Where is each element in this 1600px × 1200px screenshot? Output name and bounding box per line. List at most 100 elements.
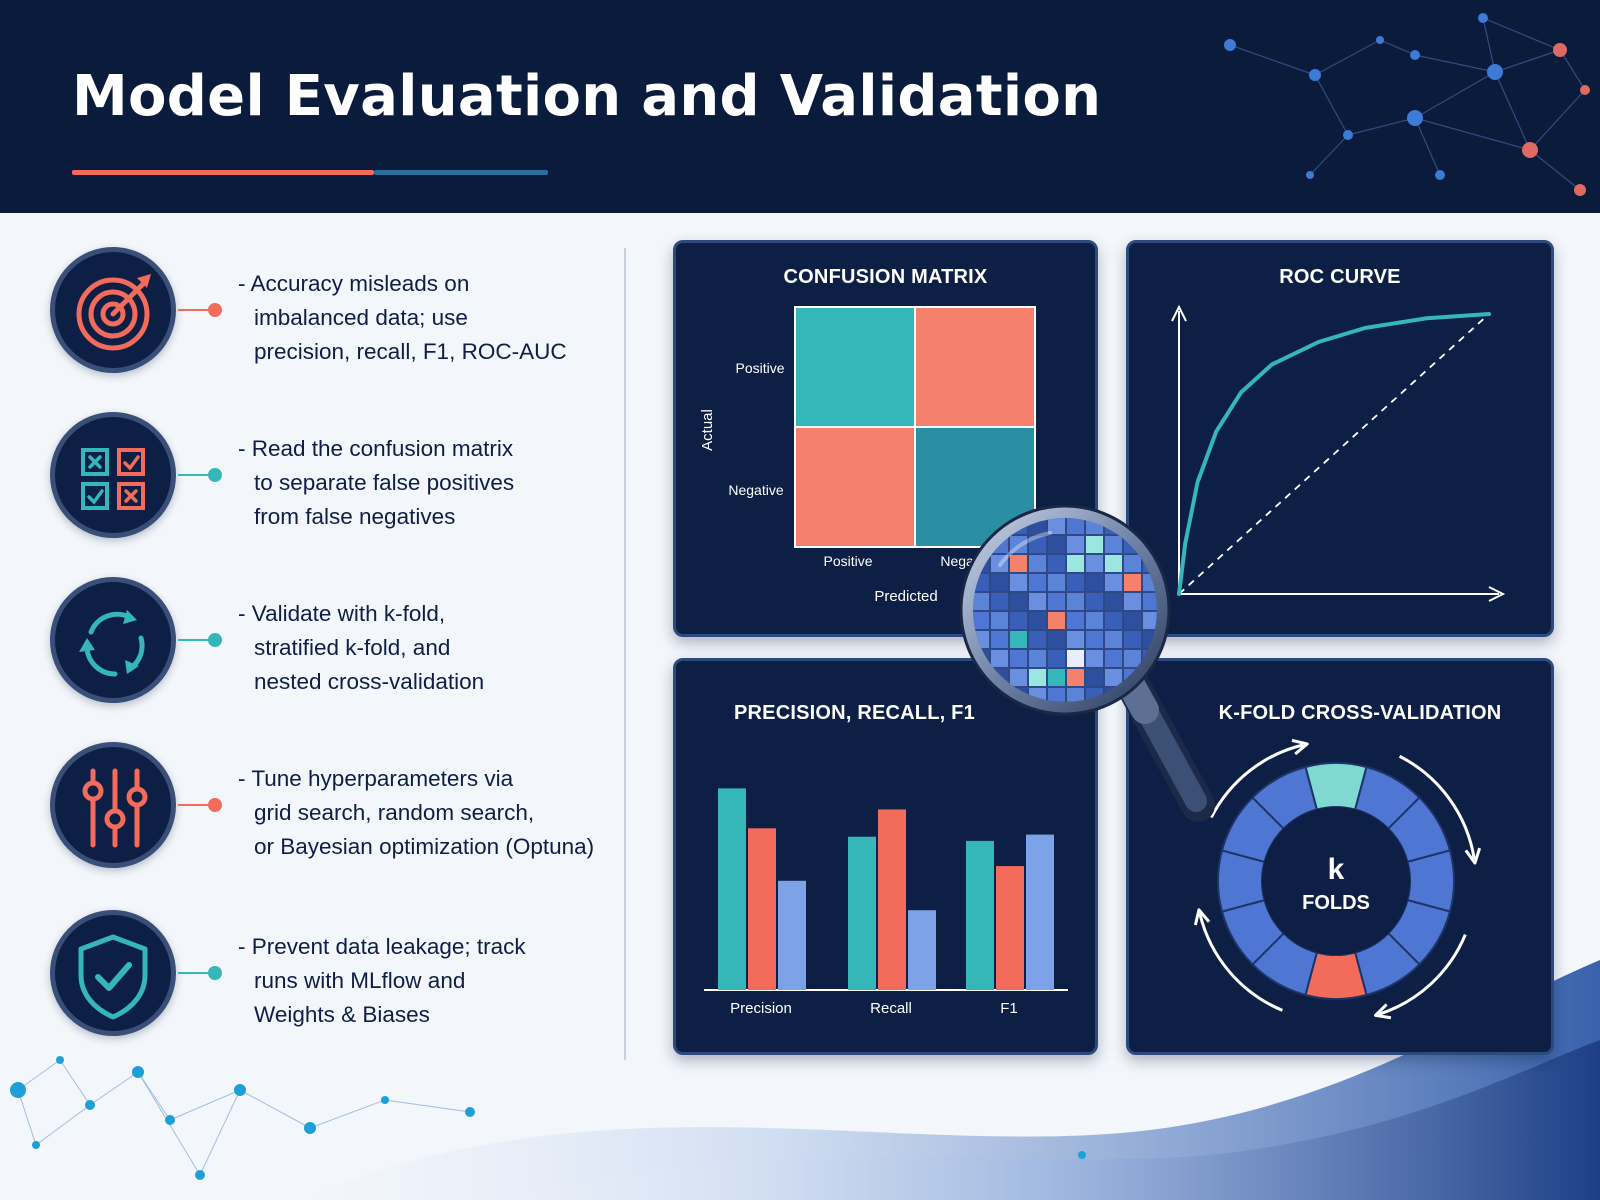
lens-cell [1029,612,1046,629]
bar-recall [848,836,876,990]
lens-cell [973,612,989,629]
lens-cell [1105,555,1122,572]
lens-cell [1048,612,1065,629]
confusion-matrix-title: CONFUSION MATRIX [783,266,988,288]
category-label: Recall [870,1000,912,1017]
lens-cell [1162,505,1179,515]
y-axis-arrow [1171,304,1187,322]
bullet-item: - Tune hyperparameters via grid search, r… [48,740,608,872]
bullet-line: imbalanced data; use [254,305,468,330]
bullet-connector [178,639,214,641]
lens-cell [1067,669,1084,686]
matrix-cell [796,428,914,546]
bullet-line: - Tune hyperparameters via [238,766,514,791]
bullet-line: to separate false positives [254,470,515,495]
lens-cell [960,669,970,686]
magnifier-icon [960,505,1215,822]
lens-cell [1048,688,1065,702]
bar-recall [908,910,936,990]
lens-cell [1010,631,1027,648]
shield-check-icon [50,910,176,1036]
lens-cell [1162,536,1179,553]
lens-cell [1124,612,1141,629]
kfold-title: K-FOLD CROSS-VALIDATION [1218,702,1502,724]
confusion-grid-icon [50,412,176,538]
kfold-ring-chart: k FOLDS [1193,738,1482,1020]
row-label-positive: Positive [735,360,784,376]
lens-cell [1067,650,1084,667]
prf-bar-chart: Precision Recall F1 [704,788,1068,1017]
lens-cell [1067,631,1084,648]
roc-curve-panel: ROC CURVE [1126,240,1554,637]
lens-cell [991,555,1008,572]
lens-cell [960,505,970,515]
lens-cell [1105,574,1122,591]
cycle-arrow [1198,913,1283,1012]
lens-cell [960,536,970,553]
lens-cell [1162,669,1179,686]
lens-cell [1067,612,1084,629]
bullet-text: - Prevent data leakage; track runs with M… [238,930,618,1032]
bullet-item: - Validate with k-fold, stratified k-fold… [48,575,608,707]
lens-cell [973,688,989,702]
cycle-arrow-head [1373,1003,1392,1020]
lens-cell [1067,555,1084,572]
lens-cell [1010,650,1027,667]
lens-cell [1010,669,1027,686]
bullet-line: precision, recall, F1, ROC-AUC [254,339,567,364]
random-baseline [1178,313,1490,595]
lens-cell [972,707,989,724]
lens-cell [991,631,1008,648]
lens-cell [1010,707,1027,724]
lens-cell [1086,650,1103,667]
lens-cell [1086,574,1103,591]
bullet-connector [178,474,214,476]
lens-cell [991,505,1008,515]
lens-cell [1067,574,1084,591]
lens-cell [1067,518,1084,534]
category-label: Precision [730,1000,792,1017]
lens-cell [1143,612,1157,629]
lens-cell [1162,555,1179,572]
lens-cell [960,517,970,534]
lens-cell [1010,612,1027,629]
lens-cell [1086,631,1103,648]
roc-curve-title: ROC CURVE [1279,266,1401,288]
matrix-cell [916,308,1034,426]
lens-cell [1086,536,1103,553]
bar-precision [778,880,806,990]
lens-cell [1086,612,1103,629]
lens-cell [1143,518,1157,534]
bullet-line: or Bayesian optimization (Optuna) [254,834,595,859]
lens-cell [1162,688,1179,705]
lens-cell [1105,707,1122,724]
bullet-item: - Accuracy misleads on imbalanced data; u… [48,245,608,377]
lens-cell [1067,593,1084,610]
lens-cell [973,518,989,534]
roc-curve-chart [1171,304,1506,602]
lens-cell [973,593,989,610]
bullet-line: runs with MLflow and [254,968,466,993]
title-underline-secondary [374,170,548,175]
bullet-connector-dot [208,798,222,812]
lens-cell [1124,505,1141,515]
cycle-arrow-head [1193,908,1211,926]
lens-cell [1162,650,1179,667]
bullet-line: nested cross-validation [254,669,485,694]
bullet-line: from false negatives [254,504,456,529]
cycle-arrow-head [1291,738,1309,756]
lens-cell [1105,536,1122,553]
cycle-arrows-icon [50,577,176,703]
bullet-item: - Prevent data leakage; track runs with M… [48,908,608,1040]
row-label-negative: Negative [728,482,783,498]
lens-cell [1105,650,1122,667]
kfold-center-k: k [1328,853,1345,886]
bullet-text: - Accuracy misleads on imbalanced data; u… [238,267,618,369]
lens-cell [960,688,970,705]
bullet-line: stratified k-fold, and [254,635,451,660]
bullet-text: - Read the confusion matrix to separate f… [238,432,618,534]
lens-cell [1029,650,1046,667]
lens-cell [1124,650,1141,667]
col-label-positive: Positive [823,553,872,569]
lens-cell [1162,517,1179,534]
